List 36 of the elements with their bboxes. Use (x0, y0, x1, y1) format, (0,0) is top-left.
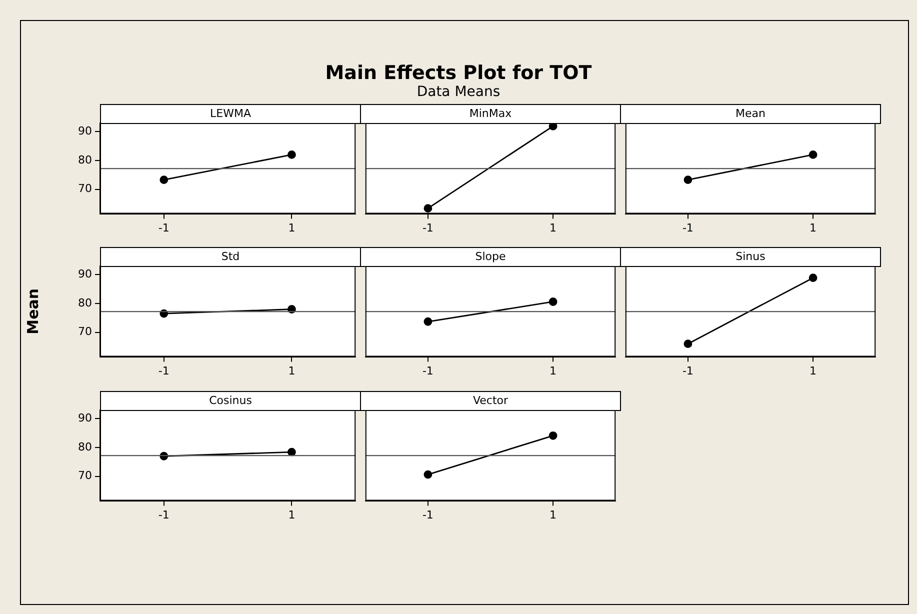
chart-title: MinMax (360, 104, 621, 124)
y-tick-label: 80 (78, 440, 92, 454)
x-tick-label: -1 (158, 508, 170, 522)
y-tick-label: 70 (78, 325, 92, 338)
x-tick-label: -1 (422, 508, 434, 522)
y-tick-label: 70 (78, 469, 92, 482)
y-tick-label: 80 (78, 153, 92, 166)
x-tick-label: -1 (422, 221, 434, 234)
chart-title: LEWMA (100, 104, 361, 124)
y-axis-title: Mean (24, 288, 42, 334)
x-tick-label: -1 (158, 364, 170, 378)
x-tick-label: -1 (682, 221, 694, 234)
x-tick-label: 1 (810, 364, 817, 378)
x-tick-label: -1 (682, 364, 694, 378)
x-tick-label: 1 (288, 221, 296, 234)
x-tick-label: 1 (550, 364, 557, 378)
x-tick-label: -1 (158, 221, 170, 234)
y-tick-label: 90 (78, 268, 92, 281)
chart-title: Cosinus (100, 391, 361, 411)
x-tick-label: 1 (550, 508, 557, 522)
y-tick-label: 90 (78, 124, 92, 138)
x-tick-label: 1 (288, 508, 296, 522)
chart-title: Sinus (620, 247, 881, 267)
x-tick-label: 1 (810, 221, 817, 234)
chart-title: Vector (360, 391, 621, 411)
x-tick-label: 1 (550, 221, 557, 234)
chart-title: Slope (360, 247, 621, 267)
y-tick-label: 70 (78, 182, 92, 196)
chart-title: Std (100, 247, 361, 267)
text: Data Means (416, 84, 502, 100)
y-tick-label: 80 (78, 296, 92, 310)
chart-title: Mean (620, 104, 881, 124)
x-tick-label: -1 (422, 364, 434, 378)
text: Main Effects Plot for TOT (324, 62, 593, 84)
x-tick-label: 1 (288, 364, 296, 378)
y-tick-label: 90 (78, 412, 92, 425)
